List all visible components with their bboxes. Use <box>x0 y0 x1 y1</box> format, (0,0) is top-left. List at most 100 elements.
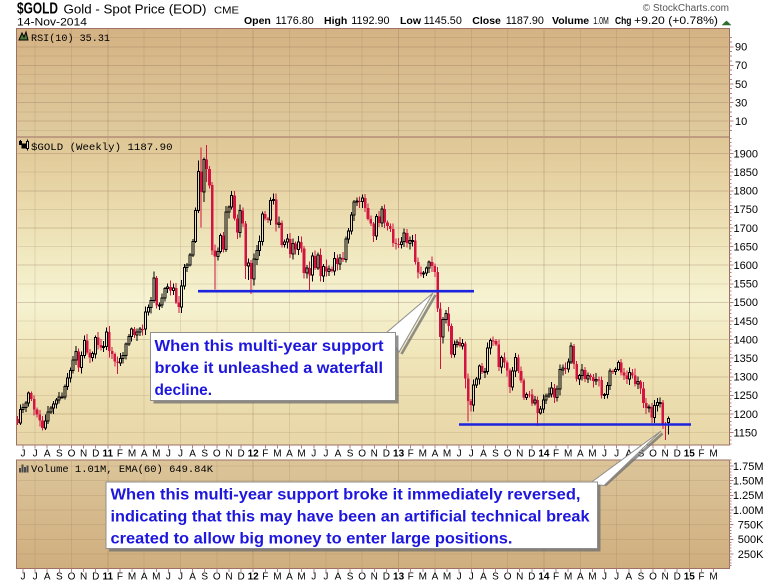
svg-text:M: M <box>152 572 160 583</box>
svg-text:Gold - Spot Price (EOD): Gold - Spot Price (EOD) <box>64 3 207 17</box>
svg-text:J: J <box>311 572 316 583</box>
svg-text:indicating that this may have: indicating that this may have been an ar… <box>111 509 590 526</box>
svg-text:1.0M: 1.0M <box>593 16 609 27</box>
svg-text:Low: Low <box>400 15 422 27</box>
svg-text:S: S <box>347 449 354 460</box>
svg-text:J: J <box>323 449 328 460</box>
svg-text:J: J <box>323 572 328 583</box>
svg-text:$GOLD: $GOLD <box>17 1 58 18</box>
svg-text:D: D <box>237 449 244 460</box>
svg-text:1650: 1650 <box>734 241 758 253</box>
svg-text:$GOLD (Weekly) 1187.90: $GOLD (Weekly) 1187.90 <box>31 142 173 154</box>
svg-text:Close: Close <box>472 15 501 27</box>
svg-text:created to allow big money to: created to allow big money to enter larg… <box>111 531 513 548</box>
svg-text:O: O <box>649 449 657 460</box>
svg-text:12: 12 <box>248 572 260 583</box>
svg-text:M: M <box>443 449 451 460</box>
svg-text:J: J <box>602 449 607 460</box>
svg-text:1200: 1200 <box>734 409 758 421</box>
svg-text:High: High <box>324 15 347 27</box>
svg-text:D: D <box>383 572 390 583</box>
svg-text:A: A <box>480 572 487 583</box>
svg-text:A: A <box>44 449 51 460</box>
svg-text:1.75M: 1.75M <box>733 461 764 473</box>
svg-text:N: N <box>371 572 378 583</box>
svg-text:1350: 1350 <box>734 353 758 365</box>
svg-text:O: O <box>213 572 221 583</box>
svg-text:D: D <box>383 449 390 460</box>
svg-text:F: F <box>698 449 704 460</box>
svg-text:11: 11 <box>103 572 114 583</box>
svg-text:A: A <box>577 572 584 583</box>
svg-text:M: M <box>709 449 717 460</box>
svg-text:S: S <box>56 449 63 460</box>
svg-text:A: A <box>432 449 439 460</box>
svg-text:14: 14 <box>538 449 550 460</box>
svg-text:J: J <box>311 449 316 460</box>
svg-text:1.50M: 1.50M <box>733 476 764 488</box>
svg-text:D: D <box>528 449 535 460</box>
svg-text:J: J <box>469 572 474 583</box>
svg-text:O: O <box>649 572 657 583</box>
svg-text:M: M <box>128 449 136 460</box>
svg-text:M: M <box>564 572 572 583</box>
svg-text:50: 50 <box>735 79 747 91</box>
svg-text:S: S <box>492 572 499 583</box>
svg-text:F: F <box>553 572 559 583</box>
svg-text:M: M <box>128 572 136 583</box>
svg-text:M: M <box>419 449 427 460</box>
svg-text:O: O <box>504 572 512 583</box>
svg-text:1192.90: 1192.90 <box>351 15 389 27</box>
svg-text:F: F <box>262 449 268 460</box>
svg-text:1150: 1150 <box>734 427 758 439</box>
svg-text:N: N <box>371 449 378 460</box>
svg-text:A: A <box>189 449 196 460</box>
svg-text:decline.: decline. <box>155 382 213 399</box>
svg-text:J: J <box>602 572 607 583</box>
svg-text:When this multi-year support b: When this multi-year support broke it im… <box>111 487 581 504</box>
svg-text:1800: 1800 <box>734 186 758 198</box>
svg-text:J: J <box>21 572 26 583</box>
svg-text:A: A <box>141 572 148 583</box>
svg-text:M: M <box>443 572 451 583</box>
svg-text:J: J <box>166 572 171 583</box>
svg-text:15: 15 <box>684 449 696 460</box>
svg-text:90: 90 <box>735 42 747 54</box>
svg-text:F: F <box>262 572 268 583</box>
svg-text:N: N <box>225 449 232 460</box>
svg-text:Chg: Chg <box>615 15 632 27</box>
svg-text:12: 12 <box>248 449 260 460</box>
svg-text:F: F <box>408 572 414 583</box>
svg-text:A: A <box>189 572 196 583</box>
svg-text:N: N <box>661 449 668 460</box>
svg-text:J: J <box>33 572 38 583</box>
svg-text:1600: 1600 <box>734 260 758 272</box>
svg-text:30: 30 <box>735 97 747 109</box>
svg-text:S: S <box>638 572 645 583</box>
svg-text:J: J <box>166 449 171 460</box>
svg-text:S: S <box>492 449 499 460</box>
svg-text:1850: 1850 <box>734 167 758 179</box>
svg-text:M: M <box>588 449 596 460</box>
svg-text:F: F <box>553 449 559 460</box>
svg-text:J: J <box>457 449 462 460</box>
svg-text:O: O <box>213 449 221 460</box>
svg-text:J: J <box>33 449 38 460</box>
svg-text:broke it unleashed a waterfall: broke it unleashed a waterfall <box>155 360 384 377</box>
svg-text:N: N <box>80 572 87 583</box>
svg-text:1145.50: 1145.50 <box>424 15 462 27</box>
svg-text:J: J <box>614 449 619 460</box>
svg-text:CME: CME <box>214 6 239 17</box>
svg-text:O: O <box>358 449 366 460</box>
svg-text:11: 11 <box>103 449 114 460</box>
svg-text:D: D <box>237 572 244 583</box>
svg-text:N: N <box>225 572 232 583</box>
svg-text:13: 13 <box>393 572 405 583</box>
svg-text:Volume 1.01M, EMA(60) 649.84K: Volume 1.01M, EMA(60) 649.84K <box>31 464 214 476</box>
svg-text:S: S <box>201 449 208 460</box>
svg-text:S: S <box>56 572 63 583</box>
svg-text:F: F <box>117 449 123 460</box>
svg-text:O: O <box>358 572 366 583</box>
svg-text:A: A <box>141 449 148 460</box>
svg-text:© StockCharts.com: © StockCharts.com <box>643 3 729 14</box>
